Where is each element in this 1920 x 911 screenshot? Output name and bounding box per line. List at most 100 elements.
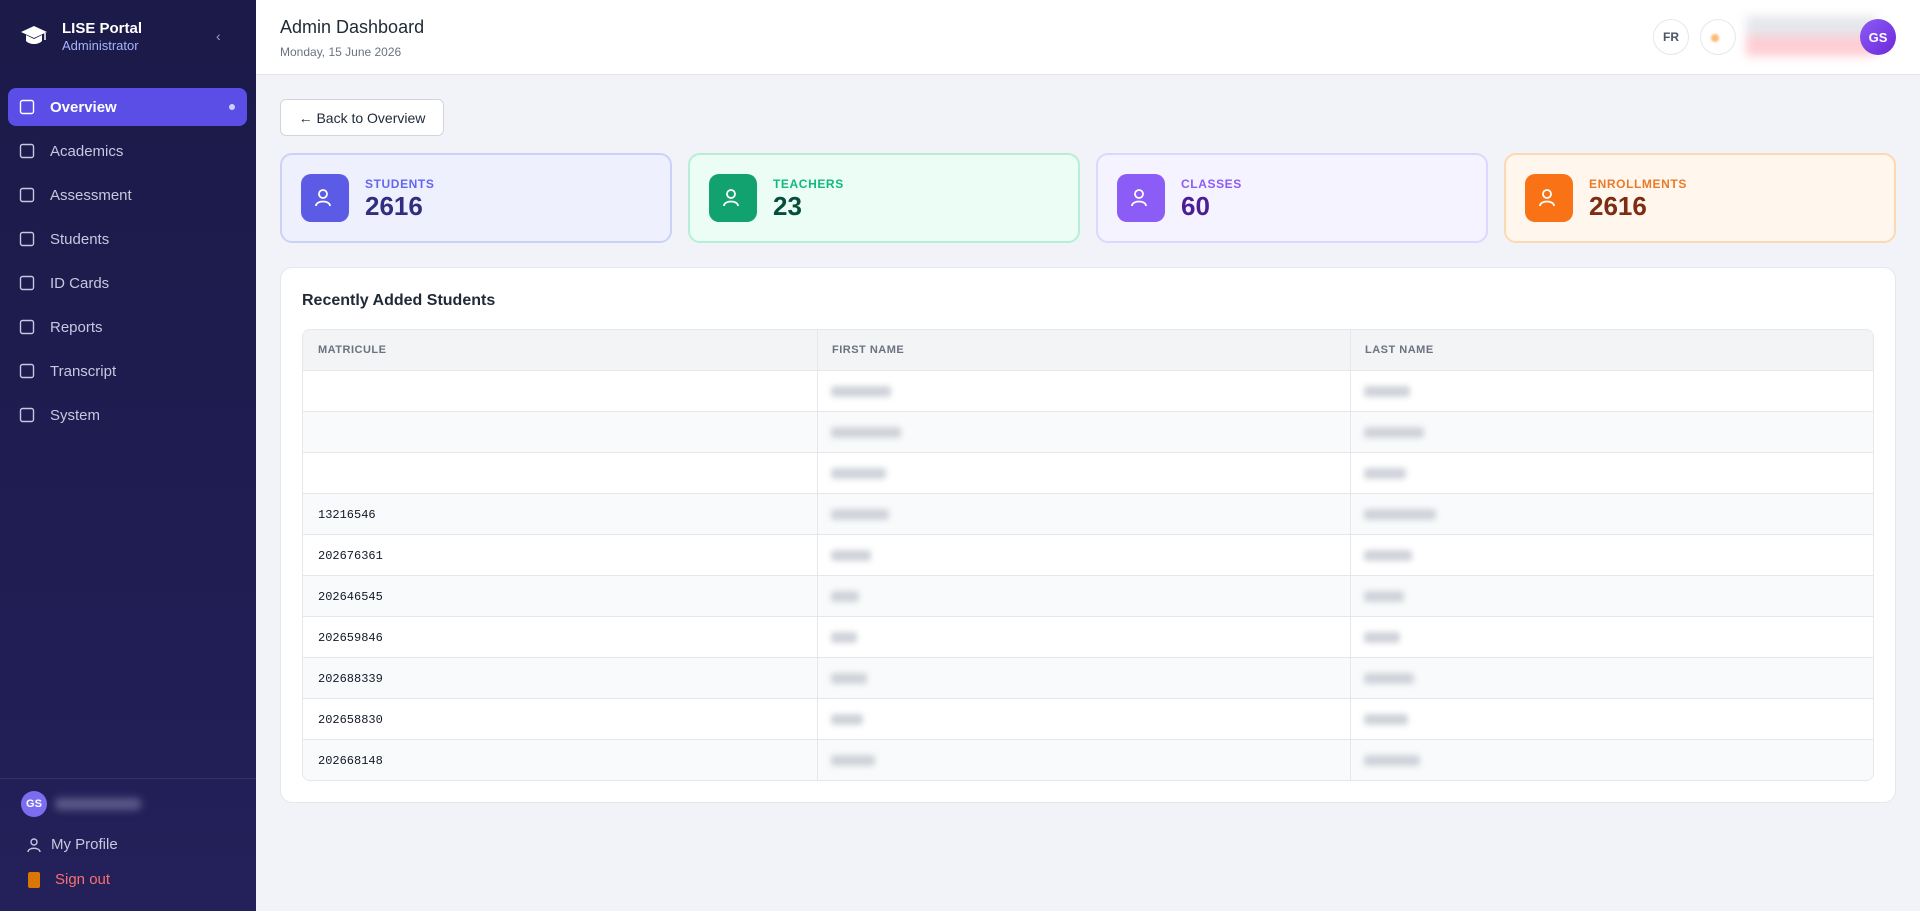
divider [0, 778, 256, 779]
sign-out[interactable]: Sign out [55, 871, 111, 888]
column-header: LAST NAME [1350, 330, 1873, 371]
blurred-user [1746, 16, 1876, 56]
nav-item[interactable]: Overview [8, 88, 247, 126]
blurred-first-name [831, 386, 891, 397]
my-profile[interactable]: My Profile [51, 836, 118, 853]
nav-icon [19, 143, 35, 159]
matricule: 202658830 [318, 712, 383, 727]
column-separator [1350, 330, 1351, 780]
nav-icon [19, 363, 35, 379]
stat-icon-box [1117, 174, 1165, 222]
stat-value: 23 [773, 191, 802, 221]
stat-card: CLASSES 60 [1096, 153, 1488, 243]
profile-icon [27, 838, 41, 853]
stat-value: 2616 [1589, 191, 1647, 221]
matricule: 202668148 [318, 753, 383, 768]
blurred-first-name [831, 427, 901, 438]
language-button[interactable]: FR [1653, 19, 1689, 55]
brand: LISE Portal [62, 20, 143, 37]
page-title: Admin Dashboard [280, 17, 425, 37]
blurred-last-name [1364, 427, 1424, 438]
table-card: Recently Added Students MATRICULE FIRST N… [280, 267, 1896, 803]
nav-icon [19, 231, 35, 247]
stat-label: ENROLLMENTS [1589, 177, 1687, 191]
role: Administrator [62, 38, 139, 53]
stat-icon-box [301, 174, 349, 222]
stat-icon [1131, 189, 1147, 207]
blurred-last-name [1364, 714, 1408, 725]
nav-item[interactable]: Transcript [8, 352, 247, 390]
blurred-last-name [1364, 386, 1410, 397]
table-row: 202659846 [303, 617, 1873, 658]
stat-icon-box [1525, 174, 1573, 222]
stat-icon [723, 189, 739, 207]
user-avatar[interactable]: GS [21, 791, 47, 817]
blurred-last-name [1364, 673, 1414, 684]
stat-label: TEACHERS [773, 177, 844, 191]
header-avatar[interactable]: GS [1860, 19, 1896, 55]
blurred-first-name [831, 550, 871, 561]
table-row: 202668148 [303, 740, 1873, 780]
stat-card: TEACHERS 23 [688, 153, 1080, 243]
nav-item[interactable]: Academics [8, 132, 247, 170]
nav-icon [19, 319, 35, 335]
matricule: 202646545 [318, 589, 383, 604]
blurred-last-name [1364, 591, 1404, 602]
table-row: 202676361 [303, 535, 1873, 576]
table-row [303, 371, 1873, 412]
nav-item[interactable]: ID Cards [8, 264, 247, 302]
blurred-last-name [1364, 468, 1406, 479]
collapse-button[interactable]: ‹ [216, 28, 221, 44]
header: Admin Dashboard Monday, 15 June 2026 FR … [256, 0, 1920, 75]
stat-value: 60 [1181, 191, 1210, 221]
blurred-last-name [1364, 509, 1436, 520]
matricule [303, 371, 817, 412]
matricule [303, 412, 817, 453]
stat-value: 2616 [365, 191, 423, 221]
blurred-first-name [831, 673, 867, 684]
nav-item[interactable]: System [8, 396, 247, 434]
table-title: Recently Added Students [302, 292, 496, 309]
blurred-first-name [831, 755, 875, 766]
stat-label: CLASSES [1181, 177, 1242, 191]
stat-icon-box [709, 174, 757, 222]
blurred-last-name [1364, 755, 1420, 766]
stat-icon [1539, 189, 1555, 207]
nav-item[interactable]: Reports [8, 308, 247, 346]
signout-icon [28, 872, 40, 888]
blurred-first-name [831, 632, 857, 643]
matricule: 202659846 [318, 630, 383, 645]
table-row: 202646545 [303, 576, 1873, 617]
table-row: 13216546 [303, 494, 1873, 535]
nav-icon [19, 187, 35, 203]
blurred-last-name [1364, 632, 1400, 643]
nav-icon [19, 99, 35, 115]
stat-card: STUDENTS 2616 [280, 153, 672, 243]
matricule [303, 453, 817, 494]
sidebar: LISE Portal Administrator ‹ Overview Acad… [0, 0, 256, 911]
back-button[interactable]: ← Back to Overview [280, 99, 444, 136]
stat-card: ENROLLMENTS 2616 [1504, 153, 1896, 243]
students-table: MATRICULE FIRST NAME LAST NAME 13216546 2026… [302, 329, 1874, 781]
table-row [303, 453, 1873, 494]
table-row [303, 412, 1873, 453]
theme-button[interactable] [1700, 19, 1736, 55]
date: Monday, 15 June 2026 [280, 45, 402, 59]
table-row: 202688339 [303, 658, 1873, 699]
blurred-name [55, 798, 141, 810]
blurred-first-name [831, 509, 889, 520]
nav-icon [19, 407, 35, 423]
nav-item[interactable]: Students [8, 220, 247, 258]
column-header: MATRICULE [303, 330, 817, 371]
blurred-first-name [831, 714, 863, 725]
active-dot [229, 104, 235, 110]
matricule: 202688339 [318, 671, 383, 686]
nav-icon [19, 275, 35, 291]
table-row: 202658830 [303, 699, 1873, 740]
stat-label: STUDENTS [365, 177, 435, 191]
blurred-first-name [831, 591, 859, 602]
nav-item[interactable]: Assessment [8, 176, 247, 214]
blurred-last-name [1364, 550, 1412, 561]
matricule: 13216546 [318, 507, 376, 522]
